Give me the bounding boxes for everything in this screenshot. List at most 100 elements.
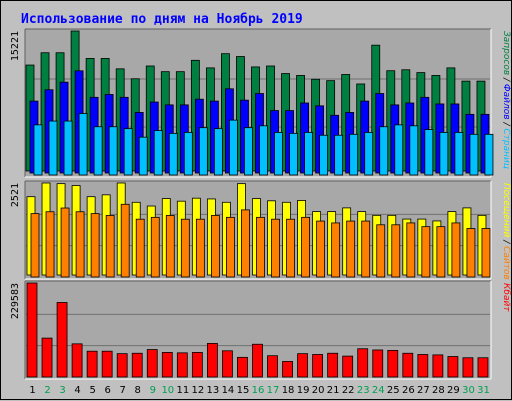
bar-visits-Сайтов-day-3 [60,207,70,278]
panels: 15221 Запросов / Файлов / Страниц 2521 Посе… [10,28,511,380]
legend-kbytes: Кбайт [501,283,511,312]
day-label-11: 11 [176,385,189,396]
bar-visits-Сайтов-day-13 [210,215,220,278]
bar-hits-Страниц-day-4 [78,113,88,176]
day-label-9: 9 [150,385,156,396]
bar-visits-Сайтов-day-16 [256,216,265,278]
bar-visits-Сайтов-day-19 [301,216,310,278]
bar-visits-Сайтов-day-28 [436,226,446,278]
bar-visits-Сайтов-day-10 [165,215,175,278]
bar-visits-Сайтов-day-17 [271,218,280,278]
bar-visits-Сайтов-day-31 [481,228,491,278]
bar-visits-Сайтов-day-5 [90,213,100,278]
bar-hits-Страниц-day-20 [319,134,329,176]
bar-hits-Страниц-day-16 [259,125,268,176]
day-label-7: 7 [120,385,126,396]
bar-kbytes-Кбайт-day-26 [402,352,414,378]
bar-kbytes-Кбайт-day-25 [387,349,399,378]
bar-kbytes-Кбайт-day-18 [282,361,293,378]
bar-kbytes-Кбайт-day-30 [462,357,474,378]
bar-hits-Страниц-day-13 [213,128,223,176]
legend-entry: Страниц [501,128,511,169]
legend-entry: Посещений [501,183,511,238]
bar-kbytes-Кбайт-day-12 [191,352,203,378]
day-label-2: 2 [44,385,50,396]
bar-visits-Сайтов-day-21 [331,222,341,278]
day-label-20: 20 [312,385,325,396]
bar-hits-Страниц-day-7 [123,128,133,176]
bar-kbytes-Кбайт-day-10 [161,352,173,378]
bar-visits-Сайтов-day-11 [180,218,190,278]
bar-visits-Сайтов-day-4 [75,211,85,278]
bar-hits-Страниц-day-21 [334,134,344,176]
bar-visits-Сайтов-day-20 [316,220,326,278]
bar-visits-Сайтов-day-6 [105,215,115,278]
bar-kbytes-Кбайт-day-2 [41,337,53,378]
bar-hits-Страниц-day-10 [168,132,178,176]
bar-kbytes-Кбайт-day-28 [432,354,444,378]
day-label-12: 12 [192,385,205,396]
bar-kbytes-Кбайт-day-22 [342,355,354,378]
bar-visits-Сайтов-day-18 [286,218,295,278]
bar-hits-Страниц-day-17 [274,132,283,176]
bar-hits-Страниц-day-5 [93,126,103,176]
day-label-16: 16 [252,385,265,396]
ymax-label: 15221 [10,31,21,61]
bar-visits-Сайтов-day-8 [135,218,145,278]
bar-visits-Сайтов-day-25 [391,224,401,278]
bar-kbytes-Кбайт-day-13 [206,343,218,378]
bar-hits-Страниц-day-2 [48,120,58,176]
bar-hits-Страниц-day-27 [424,129,434,176]
legend-entry: Файлов [501,84,511,120]
series-visits-1 [30,203,491,278]
day-label-26: 26 [402,385,415,396]
bar-visits-Сайтов-day-27 [421,226,431,278]
day-label-31: 31 [477,385,490,396]
day-label-5: 5 [89,385,95,396]
day-label-27: 27 [417,385,430,396]
day-label-13: 13 [207,385,220,396]
bar-visits-Сайтов-day-9 [150,216,160,278]
legend-entry: / [501,237,511,246]
day-label-4: 4 [74,385,80,396]
bar-kbytes-Кбайт-day-24 [372,349,384,378]
chart-title: Использование по дням на Ноябрь 2019 [21,12,303,27]
bar-hits-Страниц-day-1 [33,124,43,176]
day-label-6: 6 [104,385,110,396]
bar-kbytes-Кбайт-day-20 [312,354,324,378]
bar-visits-Сайтов-day-26 [406,222,416,278]
bar-kbytes-Кбайт-day-4 [71,343,83,378]
day-label-10: 10 [161,385,174,396]
bar-hits-Страниц-day-19 [304,132,313,176]
legend-entry: Сайтов [501,246,511,280]
series-kbytes-0 [26,282,489,378]
day-label-23: 23 [357,385,370,396]
day-label-15: 15 [237,385,250,396]
day-label-24: 24 [372,385,385,396]
bar-visits-Сайтов-day-7 [120,203,130,278]
bar-hits-Страниц-day-9 [153,130,163,176]
bar-hits-Страниц-day-18 [289,132,298,176]
bar-kbytes-Кбайт-day-15 [237,356,248,378]
bar-hits-Страниц-day-23 [364,132,374,176]
bar-visits-Сайтов-day-24 [376,224,386,278]
bar-visits-Сайтов-day-15 [241,209,250,278]
bar-hits-Страниц-day-11 [183,132,193,176]
bar-kbytes-Кбайт-day-9 [146,349,158,378]
day-label-28: 28 [432,385,445,396]
panel-kbytes: 229583 Кбайт [10,280,511,380]
ymax-label: 229583 [10,283,21,319]
bar-kbytes-Кбайт-day-6 [101,350,113,378]
bar-visits-Сайтов-day-1 [30,213,40,278]
day-label-25: 25 [387,385,400,396]
bar-kbytes-Кбайт-day-3 [56,302,68,378]
bar-kbytes-Кбайт-day-31 [477,357,489,378]
bar-visits-Сайтов-day-23 [361,220,371,278]
bar-kbytes-Кбайт-day-14 [222,350,233,378]
bar-hits-Страниц-day-14 [229,119,238,176]
legend-entry: Запросов [501,31,511,75]
bar-hits-Страниц-day-24 [379,126,389,176]
panel-visits: 2521 Посещений / Сайтов [10,180,511,280]
legend-visits: Посещений / Сайтов [501,183,511,280]
